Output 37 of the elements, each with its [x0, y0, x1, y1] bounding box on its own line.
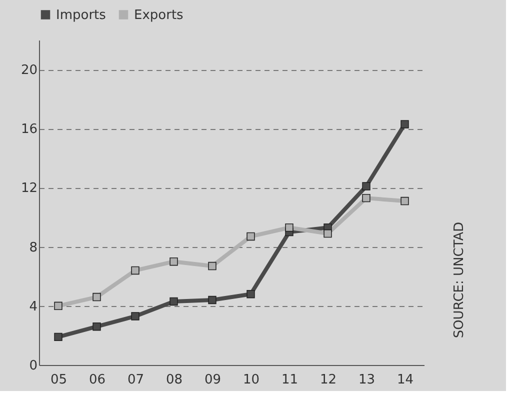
point — [131, 266, 140, 275]
x-tick-label: 11 — [281, 372, 298, 388]
point — [400, 196, 409, 206]
point — [54, 332, 62, 342]
x-tick-label: 06 — [88, 372, 106, 388]
point — [92, 322, 101, 331]
point — [170, 257, 178, 266]
x-tick-label: 05 — [50, 372, 68, 388]
point — [208, 262, 216, 270]
point — [324, 229, 332, 238]
x-tick-label: 14 — [396, 372, 414, 388]
x-tick-label: 08 — [166, 372, 183, 388]
y-tick-label: 4 — [29, 299, 38, 314]
legend-label: Exports — [134, 8, 184, 23]
point — [208, 296, 216, 304]
y-tick-label: 12 — [20, 181, 38, 196]
x-tick-label: 10 — [242, 372, 260, 388]
point — [246, 232, 255, 241]
point — [285, 224, 294, 232]
y-tick-label: 20 — [20, 63, 38, 78]
x-tick-label: 12 — [320, 372, 337, 388]
y-tick-label: 8 — [29, 240, 38, 256]
point — [131, 312, 140, 320]
point — [246, 290, 255, 298]
x-tick-label: 13 — [358, 372, 376, 388]
x-tick-label: 09 — [204, 372, 222, 388]
point — [362, 194, 370, 202]
point — [400, 120, 409, 128]
source-note: SOURCE: UNCTAD — [452, 222, 467, 338]
point — [92, 292, 101, 302]
legend-label: Imports — [56, 8, 106, 23]
point — [170, 297, 178, 306]
x-tick-label: 07 — [127, 372, 144, 388]
point — [54, 302, 62, 310]
y-tick-label: 16 — [20, 122, 38, 138]
point — [362, 182, 370, 190]
y-tick-label: 0 — [29, 358, 38, 374]
